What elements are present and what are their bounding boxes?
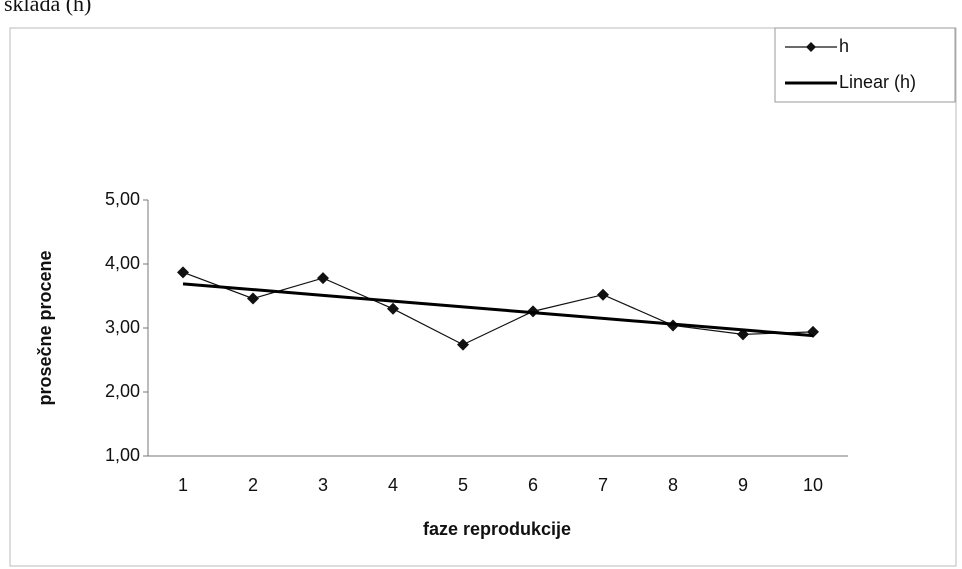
y-tick-label: 3,00	[105, 317, 140, 337]
x-tick-label: 5	[458, 475, 468, 495]
data-point	[247, 292, 259, 305]
legend-marker	[806, 42, 816, 52]
data-point	[177, 266, 189, 279]
y-tick-label: 1,00	[105, 445, 140, 465]
x-tick-label: 4	[388, 475, 398, 495]
x-tick-label: 3	[318, 475, 328, 495]
legend-label: h	[839, 36, 849, 56]
y-tick-label: 2,00	[105, 381, 140, 401]
x-tick-label: 7	[598, 475, 608, 495]
data-point	[597, 288, 609, 301]
data-point	[457, 338, 469, 351]
x-tick-label: 2	[248, 475, 258, 495]
data-point	[317, 272, 329, 285]
data-point	[387, 302, 399, 315]
y-tick-label: 5,00	[105, 189, 140, 209]
x-tick-label: 1	[178, 475, 188, 495]
legend-label: Linear (h)	[839, 72, 916, 92]
series-line	[182, 271, 814, 346]
chart-border	[9, 27, 957, 567]
series-line	[182, 282, 814, 338]
x-tick-label: 6	[528, 475, 538, 495]
x-axis-title: faze reprodukcije	[423, 519, 571, 539]
x-tick-label: 9	[738, 475, 748, 495]
x-tick-label: 8	[668, 475, 678, 495]
y-axis-title: prosečne procene	[35, 250, 55, 405]
x-tick-label: 10	[803, 475, 823, 495]
legend-box	[774, 27, 956, 103]
chart-title: sklada (h)	[4, 0, 91, 16]
y-tick-label: 4,00	[105, 253, 140, 273]
